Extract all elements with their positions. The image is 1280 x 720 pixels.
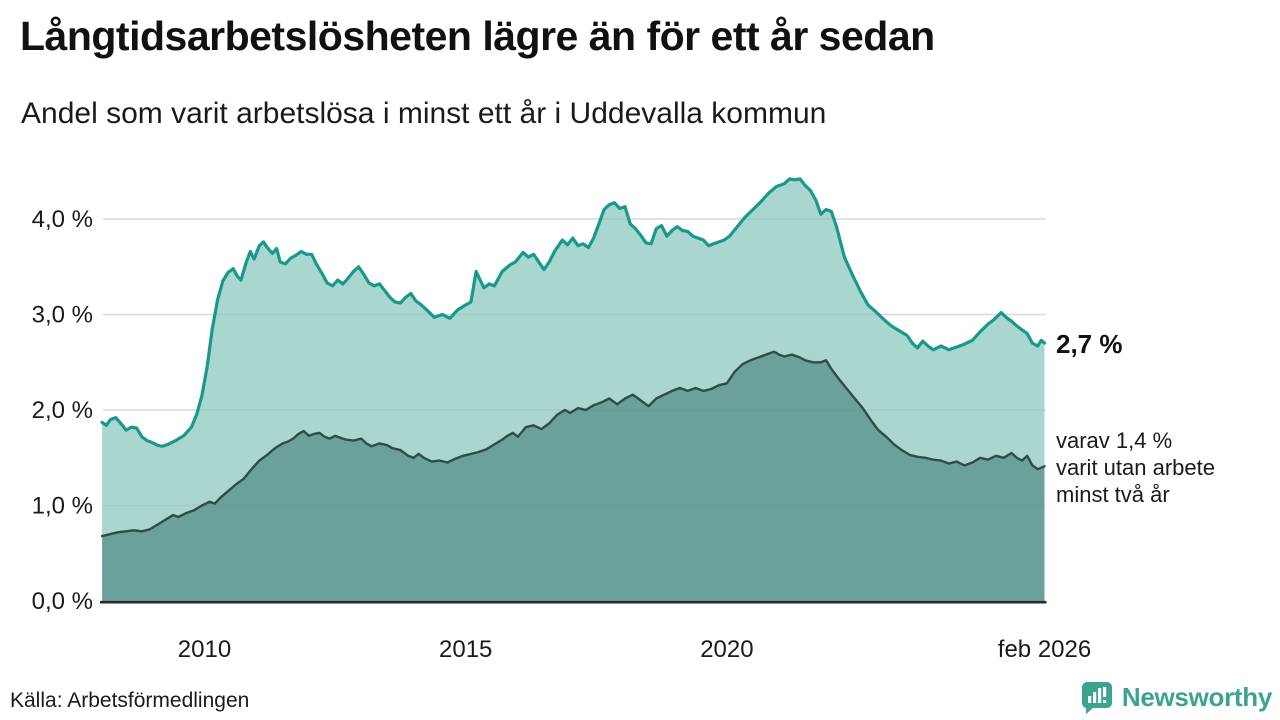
svg-text:1,0 %: 1,0 % — [32, 493, 93, 520]
page-title: Långtidsarbetslösheten lägre än för ett … — [20, 13, 935, 59]
speech-bubble-shape — [1081, 682, 1112, 714]
svg-text:2,0 %: 2,0 % — [32, 397, 93, 424]
svg-text:feb 2026: feb 2026 — [998, 636, 1091, 663]
svg-text:2020: 2020 — [700, 636, 753, 663]
series-end-value-label: 2,7 % — [1056, 329, 1123, 359]
svg-text:2015: 2015 — [439, 636, 492, 663]
secondary-series-annotation: varav 1,4 % varit utan arbete minst två … — [1056, 428, 1215, 507]
newsworthy-logo-icon — [1081, 682, 1112, 714]
newsworthy-logo-text: Newsworthy — [1121, 681, 1272, 712]
svg-text:3,0 %: 3,0 % — [32, 302, 93, 329]
svg-text:0,0 %: 0,0 % — [32, 588, 93, 615]
page-subtitle: Andel som varit arbetslösa i minst ett å… — [21, 97, 827, 130]
source-attribution: Källa: Arbetsförmedlingen — [10, 689, 250, 712]
svg-text:2010: 2010 — [178, 636, 231, 663]
newsworthy-logo: Newsworthy — [1080, 680, 1272, 714]
svg-text:4,0 %: 4,0 % — [32, 206, 93, 233]
